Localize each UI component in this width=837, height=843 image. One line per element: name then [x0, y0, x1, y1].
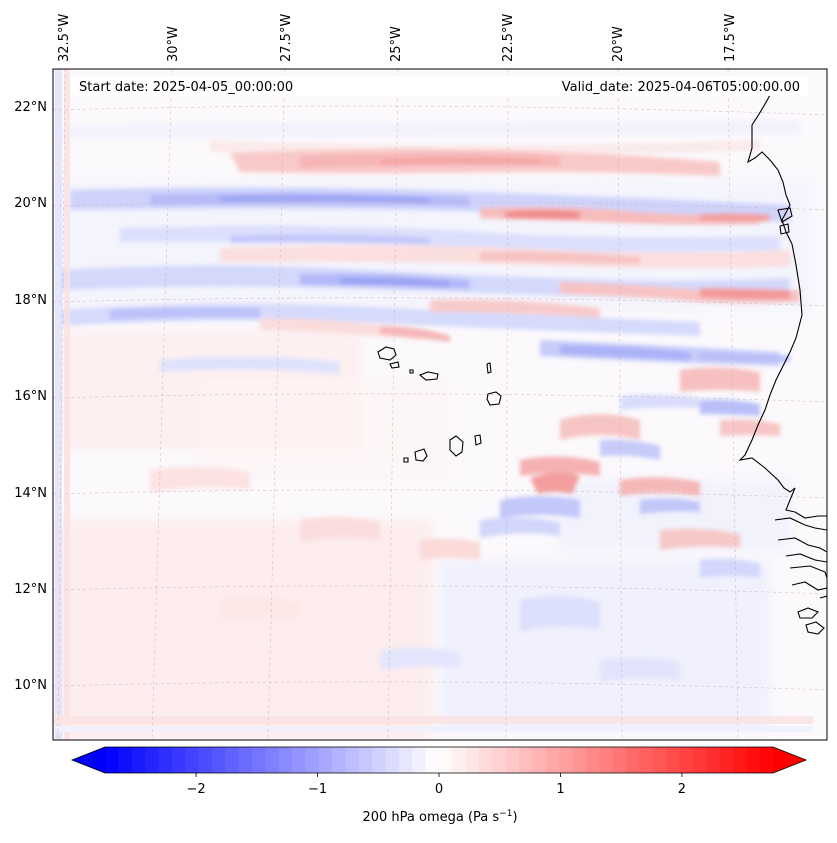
- cape-verde-islands: [377, 346, 502, 463]
- africa-coastline: [738, 94, 827, 635]
- colorbar-segment: [746, 747, 761, 773]
- colorbar-segment: [318, 747, 333, 773]
- colorbar-segment: [118, 747, 133, 773]
- colorbar-segment: [719, 747, 734, 773]
- colorbar-segment: [305, 747, 320, 773]
- colorbar-segment: [452, 747, 467, 773]
- colorbar-segments: [105, 747, 774, 773]
- lat-label: 10°N: [14, 678, 47, 693]
- colorbar-segment: [679, 747, 694, 773]
- longitude-labels: 32.5°W 30°W 27.5°W 25°W 22.5°W 20°W 17.5…: [57, 14, 738, 62]
- colorbar-segment: [185, 747, 200, 773]
- lon-label: 17.5°W: [723, 14, 738, 62]
- map-panel: Start date: 2025-04-05_00:00:00 Valid_da…: [52, 68, 828, 741]
- latitude-labels: 22°N 20°N 18°N 16°N 14°N 12°N 10°N: [14, 100, 47, 693]
- colorbar-segment: [732, 747, 747, 773]
- colorbar-segment: [585, 747, 600, 773]
- valid-date-label: Valid_date: 2025-04-06T05:00:00.00: [562, 80, 800, 95]
- lat-label: 16°N: [14, 389, 47, 404]
- colorbar-tick-label: −2: [187, 782, 206, 797]
- colorbar-segment: [412, 747, 427, 773]
- start-date-label: Start date: 2025-04-05_00:00:00: [79, 80, 293, 95]
- colorbar-segment: [639, 747, 654, 773]
- colorbar-segment: [211, 747, 226, 773]
- colorbar-segment: [706, 747, 721, 773]
- lat-label: 12°N: [14, 582, 47, 597]
- colorbar-segment: [612, 747, 627, 773]
- colorbar-tick-label: −1: [308, 782, 327, 797]
- colorbar-segment: [425, 747, 440, 773]
- date-strip: [70, 76, 808, 96]
- lat-label: 22°N: [14, 100, 47, 115]
- colorbar-label: 200 hPa omega (Pa s−1): [362, 809, 517, 825]
- colorbar-segment: [278, 747, 293, 773]
- lon-label: 25°W: [389, 26, 404, 62]
- colorbar-segment: [158, 747, 173, 773]
- colorbar-segment: [465, 747, 480, 773]
- omega-field-bands: [60, 120, 800, 682]
- colorbar-segment: [572, 747, 587, 773]
- lat-label: 14°N: [14, 486, 47, 501]
- colorbar-segment: [358, 747, 373, 773]
- colorbar-tick-label: 0: [435, 782, 443, 797]
- colorbar-segment: [131, 747, 146, 773]
- colorbar-tick-labels: −2 −1 0 1 2: [187, 782, 687, 797]
- lon-label: 20°W: [611, 26, 626, 62]
- colorbar-segment: [652, 747, 667, 773]
- colorbar-ticks: [195, 773, 683, 777]
- lon-label: 22.5°W: [501, 14, 516, 62]
- colorbar-outline: [70, 746, 808, 774]
- colorbar-segment: [559, 747, 574, 773]
- colorbar-segment: [519, 747, 534, 773]
- colorbar-segment: [198, 747, 213, 773]
- lat-label: 20°N: [14, 196, 47, 211]
- map-frame: [52, 68, 828, 741]
- lon-label: 27.5°W: [279, 14, 294, 62]
- colorbar-segment: [398, 747, 413, 773]
- colorbar-segment: [225, 747, 240, 773]
- colorbar-tick-label: 1: [556, 782, 564, 797]
- colorbar-segment: [292, 747, 306, 773]
- colorbar: −2 −1 0 1 2 200 hPa omega (Pa s−1): [70, 746, 808, 825]
- colorbar-segment: [372, 747, 387, 773]
- colorbar-segment: [692, 747, 707, 773]
- colorbar-segment: [492, 747, 507, 773]
- colorbar-segment: [385, 747, 400, 773]
- colorbar-segment: [332, 747, 347, 773]
- colorbar-segment: [545, 747, 560, 773]
- lon-label: 30°W: [166, 26, 181, 62]
- colorbar-segment: [759, 747, 774, 773]
- graticule: [53, 69, 827, 740]
- colorbar-segment: [145, 747, 160, 773]
- colorbar-segment: [505, 747, 520, 773]
- omega-field-boundary: [53, 69, 813, 740]
- colorbar-segment: [251, 747, 266, 773]
- colorbar-segment: [626, 747, 640, 773]
- lon-label: 32.5°W: [57, 14, 72, 62]
- colorbar-segment: [105, 747, 119, 773]
- colorbar-segment: [532, 747, 547, 773]
- colorbar-segment: [599, 747, 614, 773]
- lat-label: 18°N: [14, 293, 47, 308]
- colorbar-extend-high: [773, 747, 806, 773]
- colorbar-segment: [479, 747, 494, 773]
- colorbar-segment: [345, 747, 360, 773]
- colorbar-segment: [439, 747, 453, 773]
- colorbar-segment: [666, 747, 681, 773]
- colorbar-segment: [171, 747, 186, 773]
- colorbar-segment: [238, 747, 253, 773]
- colorbar-extend-low: [72, 747, 105, 773]
- colorbar-tick-label: 2: [678, 782, 686, 797]
- colorbar-segment: [265, 747, 280, 773]
